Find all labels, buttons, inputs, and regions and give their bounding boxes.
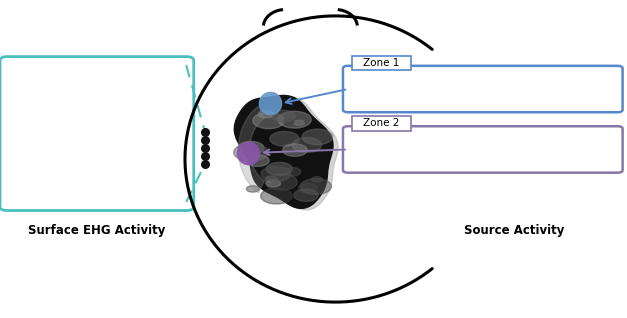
- Polygon shape: [272, 110, 295, 122]
- Polygon shape: [253, 113, 285, 129]
- Polygon shape: [238, 106, 265, 193]
- Polygon shape: [234, 144, 268, 161]
- Text: Source Activity: Source Activity: [464, 224, 564, 237]
- Polygon shape: [234, 95, 333, 208]
- Polygon shape: [302, 129, 332, 145]
- Polygon shape: [266, 180, 280, 187]
- FancyBboxPatch shape: [352, 116, 411, 131]
- Polygon shape: [265, 174, 297, 190]
- Polygon shape: [300, 179, 332, 194]
- Polygon shape: [298, 183, 317, 193]
- Polygon shape: [261, 166, 291, 182]
- Polygon shape: [270, 131, 299, 146]
- Polygon shape: [278, 111, 311, 128]
- FancyBboxPatch shape: [352, 56, 411, 70]
- Polygon shape: [246, 186, 259, 192]
- Polygon shape: [283, 144, 307, 156]
- Polygon shape: [294, 120, 304, 126]
- Text: Surface EHG Activity: Surface EHG Activity: [28, 224, 166, 237]
- Polygon shape: [283, 118, 294, 124]
- Polygon shape: [265, 176, 277, 182]
- Polygon shape: [261, 188, 292, 204]
- Polygon shape: [238, 142, 264, 155]
- Polygon shape: [312, 176, 322, 182]
- Polygon shape: [246, 155, 269, 166]
- Polygon shape: [258, 110, 274, 118]
- FancyBboxPatch shape: [343, 66, 623, 112]
- FancyBboxPatch shape: [343, 126, 623, 173]
- Polygon shape: [294, 189, 319, 201]
- Text: Zone 2: Zone 2: [363, 118, 399, 128]
- Text: Zone 1: Zone 1: [363, 58, 399, 68]
- Polygon shape: [292, 138, 322, 152]
- Polygon shape: [283, 168, 301, 176]
- FancyBboxPatch shape: [0, 57, 194, 211]
- Polygon shape: [240, 97, 338, 210]
- Polygon shape: [266, 162, 292, 176]
